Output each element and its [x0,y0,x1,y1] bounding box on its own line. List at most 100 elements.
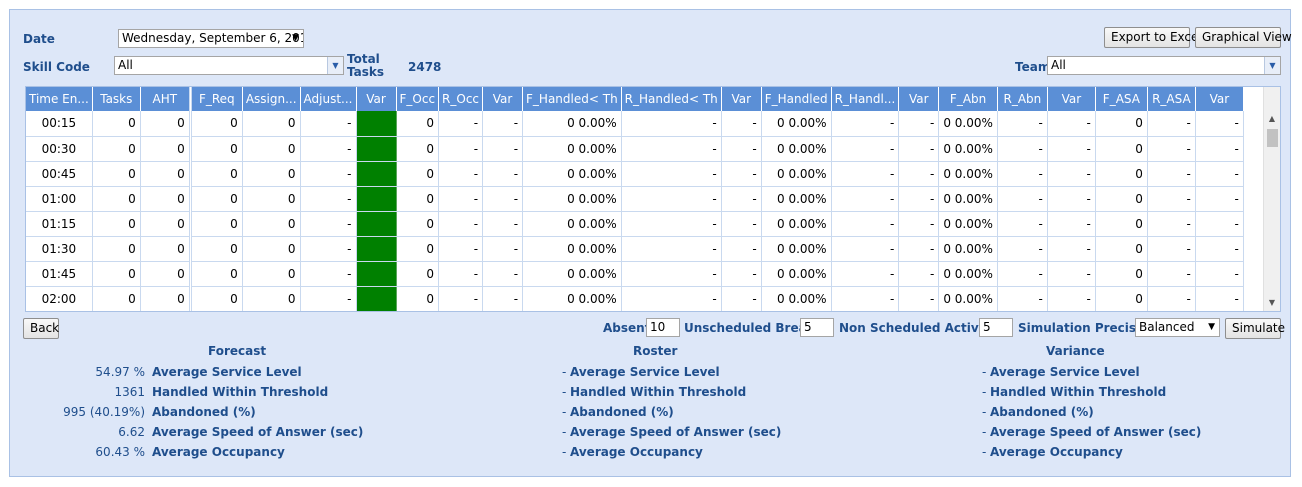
table-cell[interactable]: - [898,111,940,137]
table-cell[interactable]: - [438,136,484,162]
grid-scrollbar[interactable]: ▲ ▼ [1263,87,1280,311]
table-cell[interactable]: - [482,136,524,162]
table-cell[interactable]: 02:00 [26,286,93,311]
table-cell[interactable]: - [438,186,484,212]
table-cell[interactable]: 0 0.00% [522,211,622,237]
table-cell[interactable]: 0 [396,186,440,212]
table-cell[interactable]: - [300,111,357,137]
table-cell[interactable]: - [997,161,1048,187]
table-cell[interactable]: - [438,161,484,187]
col-f-occ[interactable]: F_Occ [396,87,440,111]
absent-input[interactable]: 10 [646,318,680,337]
col-adjusted[interactable]: Adjust... [300,87,357,111]
table-cell[interactable]: 0 [190,161,243,187]
table-cell[interactable]: - [1047,136,1096,162]
table-cell[interactable]: 0 [1095,161,1148,187]
table-cell[interactable]: - [898,236,940,262]
table-cell[interactable]: 0 0.00% [522,136,622,162]
table-cell[interactable]: 0 0.00% [522,186,622,212]
table-cell[interactable]: - [482,211,524,237]
table-cell[interactable]: - [831,261,900,287]
table-cell[interactable]: - [1147,261,1196,287]
table-cell[interactable]: - [1047,161,1096,187]
table-cell[interactable]: - [1047,236,1096,262]
table-cell[interactable]: 0 0.00% [522,161,622,187]
table-cell[interactable]: - [300,261,357,287]
table-cell[interactable]: - [1195,236,1244,262]
table-cell[interactable]: - [721,111,762,137]
table-cell[interactable]: 0 [140,261,192,287]
table-cell[interactable]: 0 0.00% [761,111,832,137]
table-cell[interactable]: 0 [92,111,141,137]
table-row[interactable]: 00:45 0 0 0 0- -0- -0 0.00% - -0 0.00% - -0 0.00% -… [26,161,1244,187]
table-cell[interactable]: 0 0.00% [522,261,622,287]
scroll-thumb[interactable] [1267,129,1278,147]
table-cell[interactable]: - [621,236,722,262]
table-cell[interactable]: 0 [242,161,301,187]
table-cell[interactable]: 0 [242,261,301,287]
table-cell[interactable]: 0 0.00% [938,161,998,187]
table-cell[interactable]: - [997,261,1048,287]
table-cell[interactable]: - [997,111,1048,137]
unscheduled-breaks-input[interactable]: 5 [800,318,834,337]
table-cell[interactable]: 0 [92,261,141,287]
table-cell[interactable]: 0 [1095,186,1148,212]
table-cell[interactable]: - [356,261,397,287]
table-cell[interactable]: 01:00 [26,186,93,212]
table-cell[interactable]: 0 [190,186,243,212]
table-cell[interactable]: - [300,161,357,187]
table-cell[interactable]: - [831,136,900,162]
table-row[interactable]: 01:15 0 0 0 0- -0- -0 0.00% - -0 0.00% - -0 0.00% -… [26,211,1244,237]
table-cell[interactable]: - [482,261,524,287]
table-cell[interactable]: 0 [1095,211,1148,237]
table-cell[interactable]: - [1147,211,1196,237]
table-cell[interactable]: 0 0.00% [761,236,832,262]
col-var[interactable]: Var [356,87,397,111]
table-cell[interactable]: - [438,261,484,287]
table-cell[interactable]: - [1147,111,1196,137]
table-cell[interactable]: - [721,136,762,162]
table-cell[interactable]: 0 [396,211,440,237]
table-cell[interactable]: 0 [242,286,301,311]
col-r-abn[interactable]: R_Abn [997,87,1048,111]
table-cell[interactable]: - [1047,261,1096,287]
simulate-button[interactable]: Simulate [1225,318,1285,339]
table-cell[interactable]: 0 0.00% [761,186,832,212]
col-f-asa[interactable]: F_ASA [1095,87,1148,111]
table-cell[interactable]: 0 0.00% [761,286,832,311]
table-cell[interactable]: - [356,236,397,262]
table-cell[interactable]: - [1195,261,1244,287]
table-cell[interactable]: 0 [92,161,141,187]
table-cell[interactable]: - [831,161,900,187]
table-row[interactable]: 02:00 0 0 0 0- -0- -0 0.00% - -0 0.00% - -0 0.00% -… [26,286,1244,311]
table-cell[interactable]: 0 [242,186,301,212]
table-cell[interactable]: - [997,186,1048,212]
col-var[interactable]: Var [1195,87,1244,111]
table-cell[interactable]: - [1047,186,1096,212]
table-cell[interactable]: - [621,286,722,311]
table-cell[interactable]: - [482,161,524,187]
table-cell[interactable]: - [898,136,940,162]
table-cell[interactable]: 00:15 [26,111,93,137]
col-var[interactable]: Var [721,87,762,111]
table-cell[interactable]: 0 [242,136,301,162]
table-cell[interactable]: - [438,111,484,137]
table-row[interactable]: 01:45 0 0 0 0- -0- -0 0.00% - -0 0.00% - -0 0.00% -… [26,261,1244,287]
table-cell[interactable]: - [1047,111,1096,137]
table-cell[interactable]: - [1195,286,1244,311]
table-cell[interactable]: 0 [242,211,301,237]
table-cell[interactable]: - [1147,136,1196,162]
table-cell[interactable]: 0 [242,236,301,262]
table-cell[interactable]: 0 [140,286,192,311]
table-cell[interactable]: - [356,286,397,311]
table-cell[interactable]: - [300,236,357,262]
table-cell[interactable]: - [1195,111,1244,137]
col-f-abn[interactable]: F_Abn [938,87,998,111]
table-cell[interactable]: 0 [190,286,243,311]
table-cell[interactable]: 00:45 [26,161,93,187]
table-cell[interactable]: - [1147,286,1196,311]
col-f-req[interactable]: F_Req [190,87,243,111]
table-cell[interactable]: 0 [140,111,192,137]
table-cell[interactable]: 0 [140,211,192,237]
table-cell[interactable]: - [898,211,940,237]
